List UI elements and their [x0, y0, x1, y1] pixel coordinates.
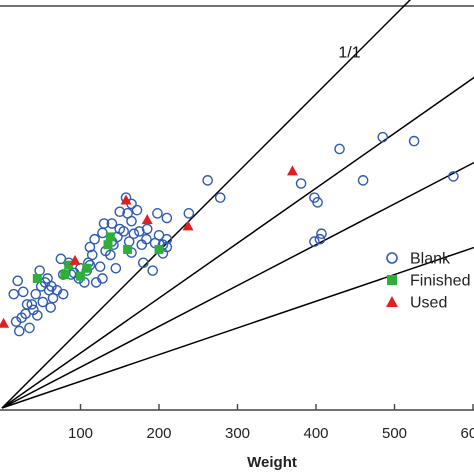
blank-point [97, 227, 108, 239]
blank-point [152, 208, 163, 219]
used-point [141, 214, 153, 225]
blank-point [37, 296, 49, 308]
legend: Blank Finished Used [386, 251, 470, 312]
finished-point [105, 232, 115, 242]
blank-point [8, 288, 20, 300]
legend-label: Used [410, 295, 447, 312]
blank-point [86, 249, 98, 261]
blank-point [137, 257, 149, 269]
blank-point [114, 223, 126, 235]
blank-point [45, 302, 56, 313]
ratio-line [1, 0, 412, 409]
blank-point [334, 143, 345, 155]
ratio-labels: 1/11/21/31 [338, 44, 360, 61]
x-axis-title: Weight [247, 454, 297, 471]
x-tick-label: 300 [225, 425, 250, 442]
legend-label: Blank [410, 251, 451, 268]
finished-point [82, 263, 92, 273]
ratio-line [1, 246, 474, 409]
x-tick-label: 200 [146, 425, 171, 442]
blank-point [105, 249, 116, 261]
used-point [182, 220, 194, 231]
blank-point [377, 131, 389, 143]
blank-point [214, 192, 226, 203]
blank-point [183, 208, 195, 219]
blank-point [309, 236, 320, 247]
ratio-line [1, 76, 474, 409]
used-point [286, 165, 298, 176]
blank-point [141, 233, 152, 245]
blank-point [314, 233, 326, 245]
blank-point [134, 226, 145, 237]
blank-point [161, 233, 173, 245]
blank-point [17, 286, 29, 298]
blank-point [32, 310, 43, 321]
blank-point [30, 288, 42, 300]
blank-point [147, 265, 159, 276]
blank-point [295, 178, 307, 189]
x-tick-label: 400 [303, 425, 328, 442]
finished-point [76, 271, 85, 281]
legend-label: Finished [410, 273, 470, 290]
blank-point [16, 312, 27, 324]
finished-point [32, 273, 42, 283]
blank-point [114, 206, 126, 218]
blank-point [408, 135, 420, 147]
blank-point [106, 218, 118, 229]
blank-point [128, 228, 140, 240]
ratio-lines [1, 0, 474, 409]
used-point [0, 317, 10, 328]
blank-point [34, 265, 45, 276]
blank-point [202, 175, 213, 186]
legend-finished-icon [387, 275, 397, 285]
x-tick-label: 600 [460, 425, 474, 442]
x-tick-label: 100 [68, 425, 93, 442]
ratio-line-label: 1/1 [338, 44, 360, 61]
blank-point [26, 299, 38, 310]
blank-point [316, 228, 327, 240]
legend-used-icon [386, 296, 398, 307]
blank-point [448, 171, 459, 182]
blank-point [126, 215, 137, 227]
blank-point [110, 262, 122, 274]
blank-point [84, 241, 96, 253]
blank-point [357, 175, 369, 186]
finished-point [103, 240, 113, 250]
data-points [0, 131, 459, 337]
blank-point [12, 275, 24, 287]
x-tick-label: 500 [382, 425, 407, 442]
blank-point [312, 197, 323, 208]
legend-blank-icon [386, 252, 398, 264]
blank-point [141, 223, 153, 235]
blank-point [161, 212, 173, 224]
blank-point [89, 233, 100, 245]
finished-point [123, 244, 133, 254]
blank-point [57, 288, 69, 300]
blank-point [94, 261, 106, 273]
used-point [120, 194, 132, 205]
blank-point [46, 281, 57, 292]
finished-point [60, 270, 70, 280]
used-point [69, 254, 81, 265]
finished-point [64, 260, 74, 270]
axes [0, 5, 474, 411]
blank-point [24, 322, 35, 334]
blank-point [131, 204, 143, 216]
x-axis-ticks: 100 200 300 400 500 600 [68, 404, 474, 442]
ratio-line [1, 161, 474, 409]
blank-point [13, 325, 25, 337]
blank-point [90, 277, 102, 288]
finished-point [154, 244, 164, 254]
